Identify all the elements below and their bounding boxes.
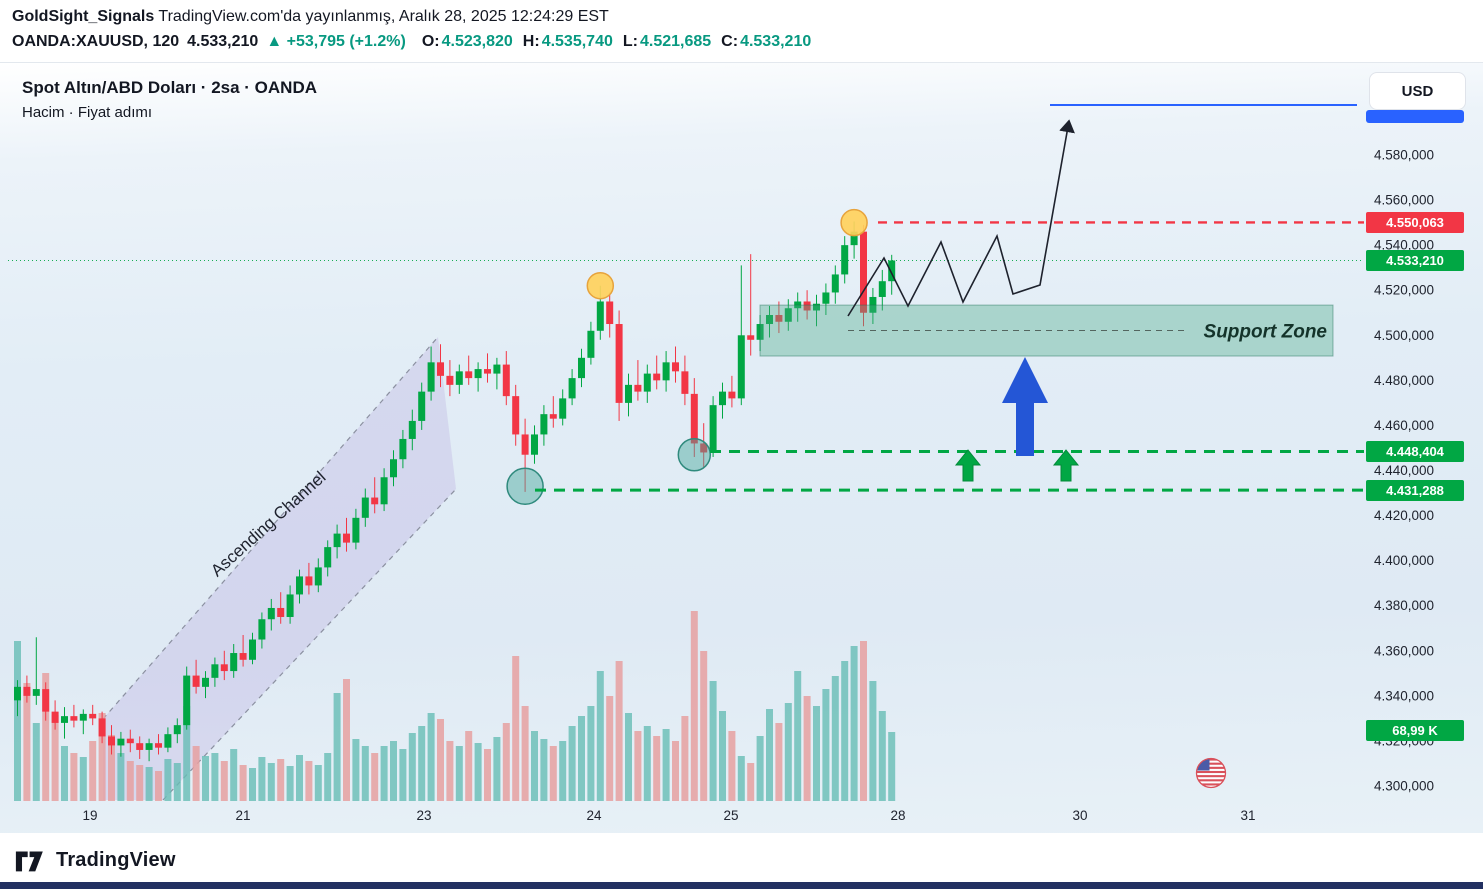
chart-title: Spot Altın/ABD Doları · 2sa · OANDA [22,78,317,97]
open-label: O: [421,33,440,50]
open-value: 4.523,820 [441,33,513,50]
symbol-header: OANDA:XAUUSD, 120 4.533,210 ▲ +53,795 (+… [12,33,811,51]
tradingview-brand-text: TradingView [56,848,176,871]
current-price-label: 4.533,210 [1366,250,1464,271]
price-change: ▲ +53,795 (+1.2%) [266,33,406,51]
close-label: C: [721,33,739,50]
target-line-price-label [1366,110,1464,123]
last-price: 4.533,210 [187,33,259,50]
ohlc-values: O: 4.523,820 H: 4.535,740 L: 4.521,685 C: 4.… [414,33,811,51]
symbol-interval[interactable]: OANDA:XAUUSD, 120 [12,33,180,50]
volume-value-label: 68,99 K [1366,720,1464,741]
support2-price-label: 4.431,288 [1366,480,1464,501]
tradingview-logo-icon [15,851,43,872]
tradingview-footer[interactable]: TradingView [14,845,176,875]
high-value: 4.535,740 [541,33,613,50]
chart-subtitle: Hacim · Fiyat adımı [22,104,153,121]
publisher-name[interactable]: GoldSight_Signals [12,8,155,25]
publish-header: GoldSight_Signals TradingView.com'da yay… [12,8,609,26]
low-value: 4.521,685 [639,33,712,50]
currency-toggle-button[interactable]: USD [1369,72,1466,110]
publish-info: TradingView.com'da yayınlanmış, Aralık 2… [158,8,609,25]
low-label: L: [622,33,638,50]
up-triangle-icon: ▲ [266,33,283,50]
chart-panel [0,62,1483,833]
bottom-accent-bar [0,882,1483,889]
change-value: +53,795 (+1.2%) [286,33,406,50]
resistance-price-label: 4.550,063 [1366,212,1464,233]
high-label: H: [522,33,540,50]
chart-title-block: Spot Altın/ABD Doları · 2sa · OANDA Haci… [22,78,317,121]
support1-price-label: 4.448,404 [1366,441,1464,462]
close-value: 4.533,210 [740,33,812,50]
